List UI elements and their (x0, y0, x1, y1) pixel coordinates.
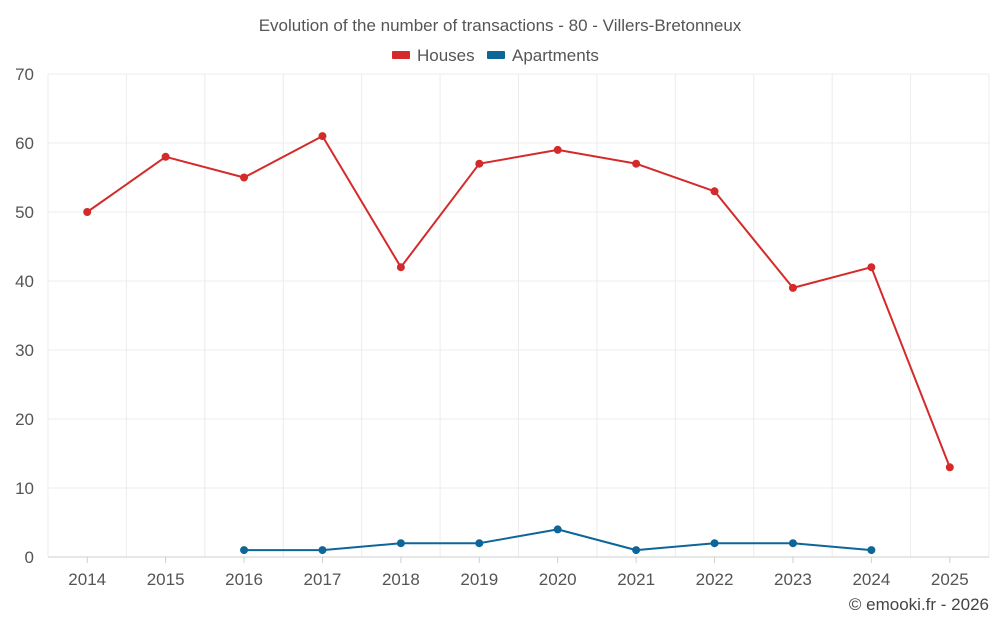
data-point-houses[interactable] (553, 145, 562, 154)
x-tick-label: 2017 (304, 570, 342, 589)
x-tick-label: 2022 (696, 570, 734, 589)
data-point-houses[interactable] (788, 283, 797, 292)
x-tick-label: 2024 (852, 570, 890, 589)
data-point-apartments[interactable] (710, 539, 719, 548)
data-point-apartments[interactable] (475, 539, 484, 548)
y-tick-label: 30 (15, 341, 34, 360)
data-point-apartments[interactable] (867, 546, 876, 555)
legend-swatch-apartments (487, 51, 505, 59)
legend-swatch-houses (392, 51, 410, 59)
y-tick-label: 10 (15, 479, 34, 498)
data-point-apartments[interactable] (396, 539, 405, 548)
x-tick-label: 2023 (774, 570, 812, 589)
data-point-houses[interactable] (867, 263, 876, 272)
x-tick-label: 2025 (931, 570, 969, 589)
legend-label-houses[interactable]: Houses (417, 46, 475, 65)
x-tick-label: 2019 (460, 570, 498, 589)
series-apartments (240, 525, 876, 555)
y-tick-label: 40 (15, 272, 34, 291)
y-tick-label: 60 (15, 134, 34, 153)
y-tick-label: 0 (25, 548, 34, 567)
x-tick-label: 2014 (68, 570, 106, 589)
data-point-apartments[interactable] (632, 546, 641, 555)
x-axis-ticks: 2014 2015 2016 2017 2018 2019 2020 2021 2022 2023… (68, 557, 969, 589)
y-axis-ticks: 0 10 20 30 40 50 60 70 (15, 65, 34, 567)
data-point-houses[interactable] (632, 159, 641, 168)
y-tick-label: 70 (15, 65, 34, 84)
x-tick-label: 2020 (539, 570, 577, 589)
data-point-houses[interactable] (475, 159, 484, 168)
data-point-apartments[interactable] (553, 525, 562, 534)
y-tick-label: 20 (15, 410, 34, 429)
data-point-houses[interactable] (161, 152, 170, 161)
legend-label-apartments[interactable]: Apartments (512, 46, 599, 65)
data-point-houses[interactable] (318, 132, 327, 141)
data-point-houses[interactable] (396, 263, 405, 272)
data-point-houses[interactable] (83, 208, 92, 216)
y-tick-label: 50 (15, 203, 34, 222)
legend: Houses Apartments (392, 46, 599, 65)
x-tick-label: 2016 (225, 570, 263, 589)
chart-title: Evolution of the number of transactions … (259, 16, 742, 35)
series-line-houses (86, 135, 951, 468)
x-gridlines (47, 74, 990, 557)
credit-text: © emooki.fr - 2026 (849, 595, 989, 614)
x-tick-label: 2018 (382, 570, 420, 589)
x-tick-label: 2015 (147, 570, 185, 589)
data-point-apartments[interactable] (240, 546, 249, 555)
data-point-apartments[interactable] (788, 539, 797, 548)
series-layer (83, 132, 954, 555)
data-point-houses[interactable] (240, 173, 249, 182)
x-tick-label: 2021 (617, 570, 655, 589)
data-point-apartments[interactable] (318, 546, 327, 555)
data-point-houses[interactable] (945, 463, 954, 472)
data-point-houses[interactable] (710, 187, 719, 196)
series-houses (83, 132, 954, 472)
